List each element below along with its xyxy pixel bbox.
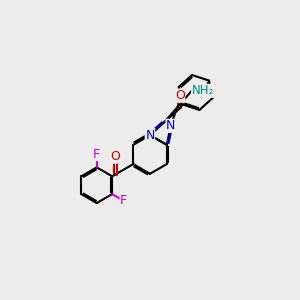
Text: N: N: [145, 129, 155, 142]
Text: F: F: [120, 194, 127, 207]
Text: NH₂: NH₂: [192, 84, 214, 97]
Text: N: N: [166, 119, 176, 132]
Text: O: O: [175, 89, 185, 102]
Text: F: F: [93, 148, 100, 160]
Text: O: O: [110, 150, 120, 163]
